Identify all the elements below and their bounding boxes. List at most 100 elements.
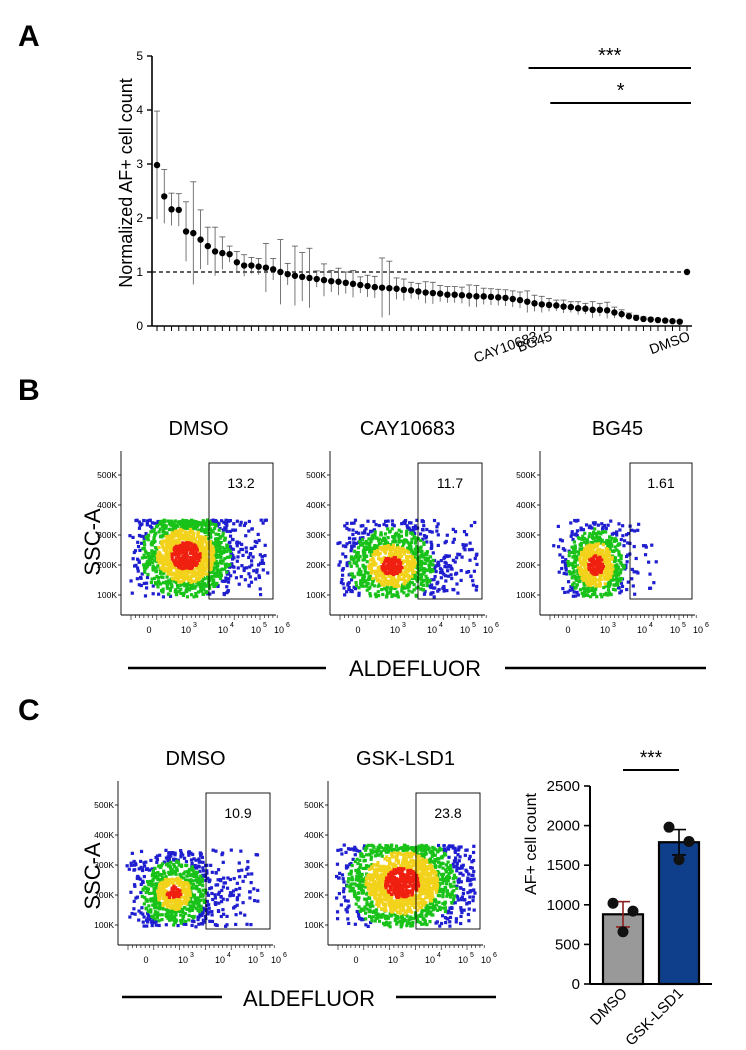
event-dot — [181, 872, 186, 876]
event-dot — [169, 533, 173, 538]
event-dot — [129, 890, 133, 894]
event-dot — [137, 559, 141, 563]
event-dot — [468, 558, 472, 562]
event-dot — [436, 522, 440, 526]
event-dot — [352, 561, 356, 565]
event-dot — [179, 890, 184, 894]
event-dot — [172, 870, 176, 874]
flow-x-tick-label: 10 — [215, 955, 225, 965]
event-dot — [580, 576, 584, 580]
event-dot — [587, 574, 591, 578]
event-dot — [568, 572, 572, 576]
event-dot — [341, 582, 345, 586]
event-dot — [189, 906, 193, 911]
event-dot — [170, 531, 174, 535]
event-dot — [162, 526, 166, 530]
event-dot — [580, 537, 584, 541]
event-dot — [343, 899, 348, 903]
event-dot — [197, 539, 202, 543]
event-dot — [576, 565, 581, 569]
event-dot — [353, 922, 357, 926]
event-dot — [153, 553, 158, 557]
event-dot — [386, 562, 391, 566]
event-dot — [467, 907, 471, 911]
event-dot — [137, 520, 141, 524]
event-dot — [218, 545, 222, 549]
event-dot — [191, 852, 195, 857]
event-dot — [552, 544, 556, 548]
event-dot — [460, 866, 464, 870]
event-dot — [382, 556, 386, 560]
event-dot — [185, 595, 190, 599]
event-dot — [422, 578, 426, 582]
event-dot — [188, 882, 192, 886]
event-dot — [228, 894, 232, 898]
event-dot — [142, 924, 146, 928]
event-dot — [187, 907, 191, 911]
event-dot — [195, 884, 199, 888]
event-dot — [607, 574, 612, 578]
event-dot — [161, 595, 166, 599]
event-dot — [185, 907, 189, 911]
event-dot — [390, 594, 394, 599]
flow-y-tick-label: 500K — [97, 470, 117, 480]
event-dot — [187, 886, 191, 890]
event-dot — [156, 519, 160, 524]
event-dot — [175, 542, 179, 546]
event-dot — [210, 574, 214, 579]
flow-x-tick-label: 10 — [251, 625, 261, 635]
event-dot — [199, 588, 203, 593]
event-dot — [602, 558, 606, 562]
event-dot — [469, 877, 473, 881]
event-dot — [157, 550, 161, 554]
event-dot — [187, 850, 191, 855]
event-dot — [442, 556, 446, 560]
event-dot — [389, 588, 393, 592]
event-dot — [372, 559, 376, 563]
event-dot — [146, 538, 150, 542]
event-dot — [430, 543, 434, 547]
panel-label-c: C — [18, 694, 40, 727]
event-dot — [154, 871, 158, 875]
event-dot — [395, 580, 399, 584]
event-dot — [201, 906, 205, 910]
event-dot — [157, 592, 161, 596]
event-dot — [198, 529, 202, 533]
event-dot — [151, 903, 155, 907]
event-dot — [345, 590, 349, 594]
event-dot — [404, 531, 409, 535]
event-dot — [186, 577, 190, 581]
event-dot — [252, 899, 257, 903]
event-dot — [379, 541, 383, 545]
event-dot — [133, 564, 137, 568]
event-dot — [604, 550, 608, 554]
data-point — [190, 229, 197, 237]
event-dot — [184, 901, 189, 905]
event-dot — [158, 865, 162, 869]
event-dot — [152, 537, 156, 542]
event-dot — [185, 586, 190, 590]
event-dot — [170, 548, 174, 552]
event-dot — [603, 568, 607, 573]
event-dot — [179, 561, 183, 565]
event-dot — [176, 560, 180, 564]
event-dot — [172, 898, 177, 902]
event-dot — [616, 565, 620, 569]
event-dot — [464, 848, 468, 852]
gate-box — [208, 462, 274, 600]
event-dot — [208, 540, 212, 544]
event-dot — [452, 865, 456, 869]
event-dot — [471, 858, 476, 863]
event-cloud — [125, 848, 260, 929]
event-dot — [637, 522, 641, 526]
event-dot — [609, 539, 613, 543]
event-dot — [603, 582, 607, 586]
event-dot — [614, 573, 618, 578]
event-dot — [383, 539, 388, 543]
event-dot — [419, 563, 423, 567]
event-dot — [604, 553, 608, 557]
event-dot — [382, 536, 386, 541]
event-dot — [182, 581, 186, 585]
event-dot — [636, 571, 640, 575]
event-dot — [193, 562, 197, 566]
